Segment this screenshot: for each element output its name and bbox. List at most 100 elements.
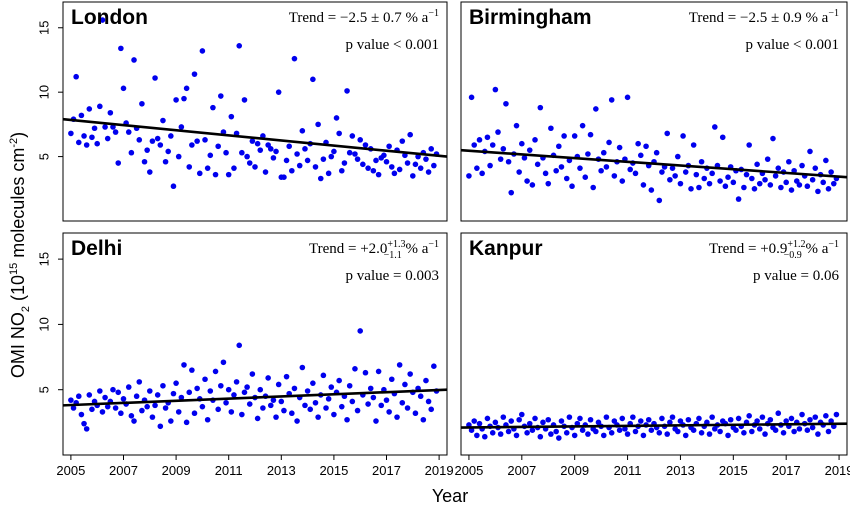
data-point (476, 137, 483, 143)
data-point (312, 164, 319, 170)
data-point (199, 403, 206, 410)
data-point (157, 423, 164, 430)
data-point (323, 405, 329, 411)
data-point (215, 406, 221, 413)
data-point (262, 169, 269, 175)
data-point (603, 414, 610, 420)
data-point (487, 162, 493, 169)
data-point (354, 407, 361, 414)
data-point (830, 180, 837, 187)
data-point (706, 431, 713, 437)
data-point (244, 384, 250, 390)
plot-frame (62, 1, 448, 222)
data-point (743, 171, 750, 178)
data-point (136, 137, 143, 143)
data-point (338, 403, 345, 410)
data-point (267, 146, 274, 152)
data-point (595, 419, 602, 426)
data-point (500, 146, 507, 152)
trend-line (62, 388, 448, 407)
data-point (825, 428, 832, 435)
data-point (325, 396, 332, 402)
data-point (246, 401, 253, 407)
data-point (425, 398, 432, 405)
data-point (149, 138, 156, 144)
data-point (545, 416, 552, 423)
data-point (131, 57, 137, 63)
data-point (91, 125, 98, 132)
data-point (336, 377, 342, 384)
data-point (283, 373, 290, 380)
data-point (606, 139, 612, 146)
data-point (542, 170, 549, 177)
data-point (302, 402, 308, 409)
data-point (532, 137, 538, 143)
data-point (86, 392, 93, 398)
data-point (168, 133, 174, 139)
data-point (344, 416, 350, 423)
data-point (791, 428, 797, 435)
data-point (524, 430, 530, 436)
data-point (730, 179, 737, 186)
data-point (563, 175, 570, 182)
data-point (669, 414, 676, 420)
data-point (315, 414, 321, 420)
data-point (394, 414, 400, 420)
data-point (349, 398, 356, 405)
data-point (630, 414, 636, 420)
data-point (404, 160, 411, 166)
data-point (128, 413, 135, 419)
data-point (89, 406, 95, 413)
data-point (611, 173, 618, 179)
data-point (267, 402, 274, 409)
data-point (537, 104, 544, 111)
data-point (186, 164, 193, 170)
data-point (162, 158, 169, 165)
data-point (315, 121, 321, 128)
data-point (270, 155, 277, 161)
data-point (508, 189, 515, 196)
city-title: Kanpur (469, 237, 543, 260)
data-point (175, 153, 182, 160)
data-point (115, 389, 122, 396)
data-point (89, 134, 95, 141)
data-point (696, 415, 702, 422)
data-point (783, 179, 789, 186)
data-point (365, 401, 371, 407)
trend-unit: % a (802, 241, 829, 257)
data-point (338, 167, 345, 174)
data-point (468, 427, 475, 433)
trend-label: Trend = (289, 10, 340, 26)
trend-value: +0.9 (760, 241, 787, 257)
data-point (99, 17, 106, 23)
data-point (331, 148, 337, 155)
data-point (183, 419, 190, 426)
data-point (178, 394, 185, 401)
data-point (194, 385, 200, 392)
data-point (516, 416, 522, 423)
data-point (399, 138, 406, 144)
data-point (513, 432, 520, 439)
data-point (223, 399, 229, 406)
data-point (767, 416, 774, 423)
data-point (218, 382, 224, 389)
data-point (611, 418, 618, 424)
data-point (780, 430, 787, 436)
data-point (354, 156, 361, 162)
trend-label: Trend = (689, 10, 740, 26)
data-point (674, 428, 681, 435)
data-point (762, 431, 768, 437)
y-tick-label: 15 (36, 21, 51, 35)
data-point (170, 390, 177, 397)
data-point (815, 188, 821, 195)
data-point (420, 416, 427, 423)
data-point (118, 45, 124, 52)
plot-frame (460, 1, 848, 222)
data-point (94, 140, 100, 147)
data-point (310, 380, 316, 386)
data-point (152, 75, 158, 81)
data-point (302, 146, 308, 152)
data-point (175, 409, 182, 415)
